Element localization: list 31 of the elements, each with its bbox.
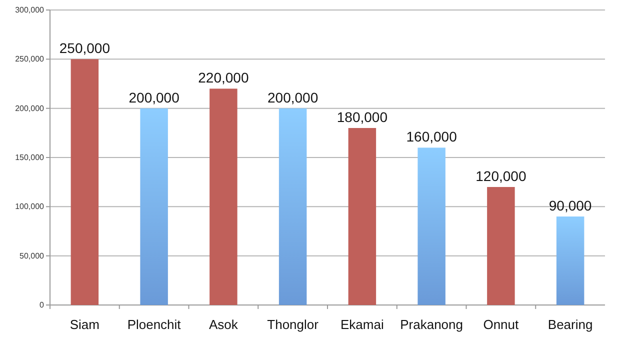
x-tick-label: Ploenchit (127, 317, 182, 332)
data-label: 160,000 (406, 128, 458, 145)
bar (140, 108, 168, 305)
x-tick-label: Thonglor (267, 317, 320, 332)
data-label: 90,000 (548, 198, 592, 214)
bar (556, 216, 584, 305)
y-tick-label: 100,000 (15, 202, 45, 212)
y-tick-label: 150,000 (15, 153, 45, 162)
x-tick-label: Siam (70, 317, 100, 332)
data-label: 180,000 (336, 109, 388, 125)
x-tick-label: Bearing (548, 317, 593, 332)
data-label: 200,000 (128, 89, 180, 106)
data-label: 120,000 (476, 168, 526, 184)
y-tick-label: 50,000 (20, 251, 45, 260)
data-label: 200,000 (268, 89, 318, 106)
bar (70, 59, 99, 305)
bar (418, 148, 446, 305)
x-tick-label: Ekamai (340, 317, 384, 332)
x-tick-label: Onnut (483, 317, 520, 332)
y-tick-label: 200,000 (15, 104, 45, 113)
data-label: 220,000 (198, 70, 249, 86)
bar (210, 88, 238, 305)
data-label: 250,000 (59, 40, 110, 56)
y-tick-label: 0 (40, 300, 45, 310)
bar (278, 108, 307, 305)
bar (487, 187, 515, 305)
x-tick-label: Prakanong (400, 317, 464, 332)
y-tick-label: 300,000 (15, 6, 45, 15)
bar (348, 128, 376, 305)
y-tick-label: 250,000 (15, 54, 45, 64)
x-tick-label: Asok (208, 317, 238, 332)
